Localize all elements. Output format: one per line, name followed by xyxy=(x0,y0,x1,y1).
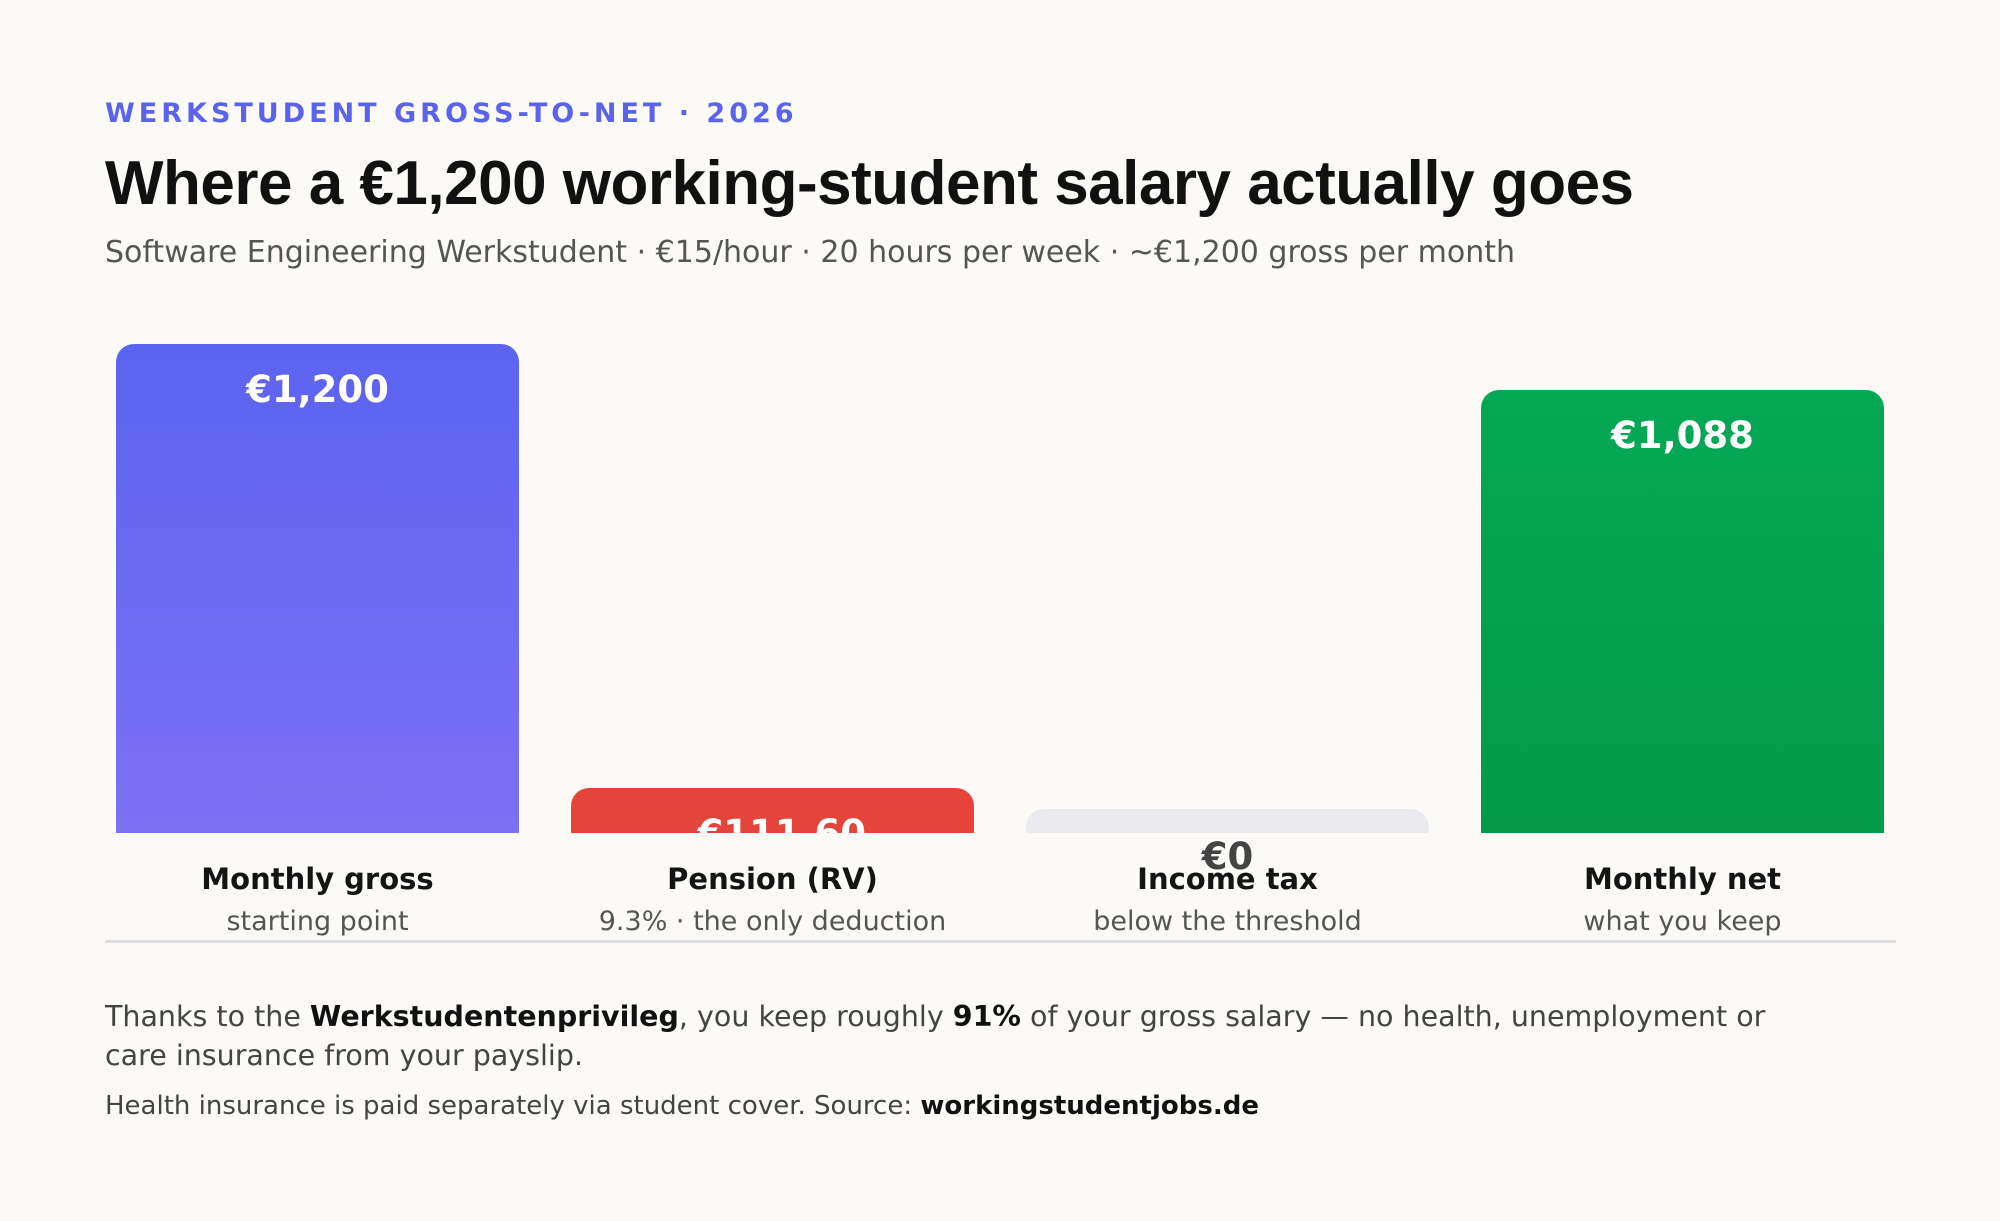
bar-monthly-gross: €1,200 xyxy=(116,344,519,833)
source-note: Health insurance is paid separately via … xyxy=(105,1091,1259,1121)
bar-value-income-tax: €0 xyxy=(1201,835,1254,878)
category-sublabel-income-tax: below the threshold xyxy=(1093,906,1362,937)
category-sublabel-pension-rv: 9.3% · the only deduction xyxy=(598,906,947,937)
bar-value-monthly-net: €1,088 xyxy=(1611,413,1754,457)
chart-title: Where a €1,200 working-student salary ac… xyxy=(105,149,1634,218)
note-text-3: of your gross salary — no health, unempl… xyxy=(105,1000,1766,1072)
source-text: Health insurance is paid separately via … xyxy=(105,1091,921,1121)
category-label-monthly-net: Monthly net xyxy=(1583,862,1782,896)
bar-pension-rv: –€111.60 xyxy=(571,787,974,833)
bar-value-monthly-gross: €1,200 xyxy=(246,368,389,411)
bar-monthly-net: €1,088 xyxy=(1481,389,1884,833)
chart-baseline xyxy=(105,940,1896,943)
category-label-income-tax: Income tax xyxy=(1137,862,1318,896)
chart-subtitle: Software Engineering Werkstudent · €15/h… xyxy=(105,235,1516,270)
note-strong-1: Werkstudentenprivileg xyxy=(309,1000,679,1033)
category-sublabel-monthly-gross: starting point xyxy=(226,906,409,937)
note-text-1: Thanks to the xyxy=(105,1000,310,1033)
bar-income-tax xyxy=(1026,809,1429,833)
summary-note: Thanks to the Werkstudentenprivileg, you… xyxy=(105,997,1805,1075)
chart-eyebrow: WERKSTUDENT GROSS-TO-NET · 2026 xyxy=(105,98,798,129)
category-sublabel-monthly-net: what you keep xyxy=(1583,906,1782,937)
note-text-2: , you keep roughly xyxy=(678,1000,953,1033)
category-label-monthly-gross: Monthly gross xyxy=(201,862,434,896)
category-label-pension-rv: Pension (RV) xyxy=(667,862,878,896)
bar-value-pension-rv: –€111.60 xyxy=(571,812,974,833)
note-strong-2: 91% xyxy=(952,1000,1021,1033)
source-link[interactable]: workingstudentjobs.de xyxy=(920,1091,1259,1121)
